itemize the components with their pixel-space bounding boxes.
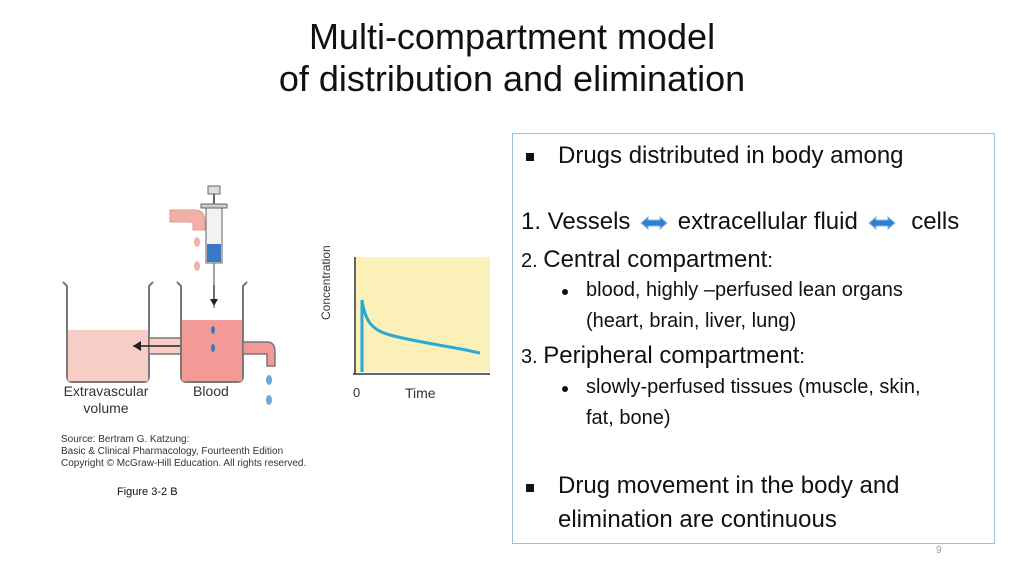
- item-1-vessels: 1. Vessels: [521, 208, 631, 235]
- x-axis-zero: 0: [353, 385, 361, 400]
- exchange-arrow-left-head: [133, 341, 141, 351]
- syringe-flange: [200, 203, 228, 209]
- compartment-diagram: [62, 185, 490, 405]
- item-3-colon: :: [799, 346, 805, 368]
- syringe-plunger-top: [207, 185, 221, 195]
- page-number: 9: [936, 545, 942, 556]
- blue-drop-3: [211, 326, 215, 334]
- label-extravascular-line1: Extravascular: [63, 383, 149, 399]
- chart-background: [355, 257, 490, 372]
- item-1-extracellular: extracellular fluid: [677, 208, 858, 235]
- source-line-1: Source: Bertram G. Katzung:: [61, 434, 190, 445]
- outflow-spout: [242, 341, 276, 367]
- label-blood: Blood: [193, 383, 229, 399]
- label-extravascular-line2: volume: [83, 400, 129, 416]
- blood-beaker: [176, 281, 248, 383]
- figure-caption: Figure 3-2 B: [117, 486, 178, 498]
- extravascular-liquid: [68, 330, 148, 381]
- bullet-drug-movement-line1: Drug movement in the body and: [558, 472, 900, 499]
- extravascular-beaker: [62, 281, 154, 383]
- bullet-drugs-distributed: Drugs distributed in body among: [558, 142, 904, 169]
- slide-title: Multi-compartment model of distribution …: [0, 16, 1024, 100]
- drop-1: [194, 237, 200, 247]
- source-line-2: Basic & Clinical Pharmacology, Fourteent…: [61, 446, 284, 457]
- item-3-peripheral: Peripheral compartment: [543, 342, 800, 369]
- label-extravascular: Extravascular volume: [61, 383, 151, 417]
- blue-drop-2: [266, 395, 272, 405]
- bullet-square: [526, 484, 534, 492]
- sub-bullet-dot: [562, 386, 568, 392]
- item-3-sub-line2: fat, bone): [586, 407, 671, 429]
- x-axis-label: Time: [405, 385, 436, 401]
- injection-arrow-head: [210, 299, 218, 306]
- blue-drop-4: [211, 344, 215, 352]
- item-2-number: 2.: [521, 250, 544, 272]
- item-2-central: Central compartment: [543, 246, 768, 273]
- item-3: 3. Peripheral compartment:: [521, 342, 805, 370]
- item-3-sub-line1: slowly-perfused tissues (muscle, skin,: [586, 376, 921, 398]
- item-1-cells: cells: [911, 208, 960, 235]
- item-3-number: 3.: [521, 346, 544, 368]
- y-axis-label: Concentration: [319, 245, 333, 320]
- item-1: 1. Vessels extracellular fluid cells: [521, 208, 959, 236]
- item-2-sub-line2: (heart, brain, liver, lung): [586, 310, 797, 332]
- figure-source: Source: Bertram G. Katzung: Basic & Clin…: [61, 434, 306, 470]
- item-2: 2. Central compartment:: [521, 246, 773, 274]
- bullet-drug-movement-line2: elimination are continuous: [558, 506, 837, 533]
- drop-2: [194, 261, 200, 271]
- double-arrow-icon: [640, 215, 668, 230]
- bullet-square: [526, 153, 534, 161]
- source-line-3: Copyright © McGraw-Hill Education. All r…: [61, 458, 307, 469]
- sub-bullet-dot: [562, 289, 568, 295]
- concentration-curve: [360, 299, 481, 372]
- inflow-pipe: [169, 209, 206, 231]
- item-2-sub-line1: blood, highly –perfused lean organs: [586, 279, 903, 301]
- item-2-colon: :: [767, 250, 773, 272]
- content-textbox: Drugs distributed in body among 1. Vesse…: [512, 133, 995, 544]
- title-line-2: of distribution and elimination: [278, 58, 746, 99]
- double-arrow-icon: [867, 215, 896, 230]
- title-line-1: Multi-compartment model: [308, 16, 716, 57]
- blue-drop-1: [266, 375, 272, 385]
- syringe-drug: [207, 244, 221, 262]
- figure-3-2b: Extravascular volume Blood Concentration…: [55, 180, 505, 510]
